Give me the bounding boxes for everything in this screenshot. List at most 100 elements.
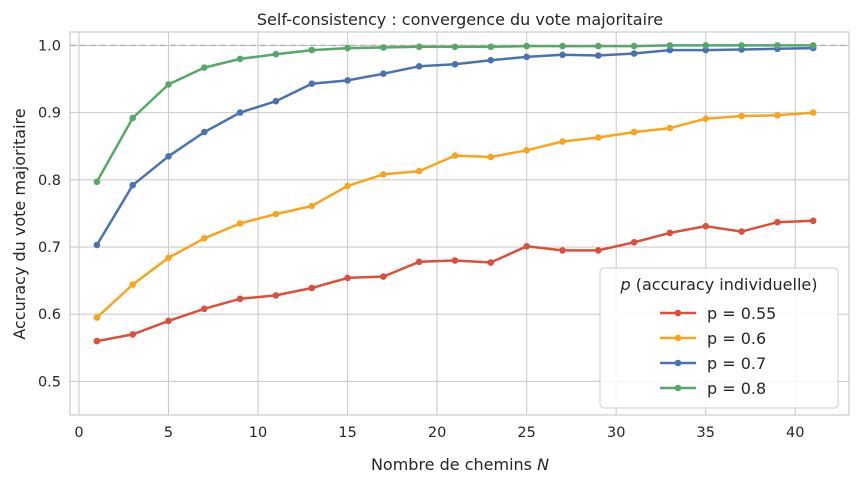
data-point <box>487 259 495 266</box>
x-axis-label: Nombre de chemins N <box>371 455 549 474</box>
data-point <box>308 202 316 210</box>
data-point <box>595 134 602 141</box>
data-point <box>451 152 459 159</box>
data-point <box>165 153 172 160</box>
data-point <box>380 44 387 51</box>
legend-marker <box>674 359 682 367</box>
data-point <box>93 241 101 249</box>
legend-marker <box>674 334 682 342</box>
x-tick-label: 0 <box>74 425 83 441</box>
data-point <box>201 128 208 136</box>
data-point <box>774 218 781 226</box>
legend-label: p = 0.6 <box>707 329 766 348</box>
data-point <box>559 247 566 254</box>
data-point <box>702 42 709 49</box>
data-point <box>487 43 495 51</box>
legend-title-variable: p <box>620 275 631 294</box>
data-point <box>738 42 745 49</box>
data-point <box>201 305 208 313</box>
data-point <box>129 181 136 189</box>
x-tick-labels: 0 5 10 15 20 25 30 35 40 <box>74 425 804 441</box>
data-point <box>702 115 709 122</box>
data-point <box>666 46 674 54</box>
y-tick-label: 1.0 <box>38 38 61 54</box>
data-point <box>559 42 566 50</box>
data-point <box>308 284 316 292</box>
x-tick-label: 25 <box>517 425 535 441</box>
legend-label: p = 0.7 <box>707 354 766 373</box>
legend-label: p = 0.55 <box>707 304 776 323</box>
data-point <box>523 147 530 154</box>
data-point <box>201 64 208 71</box>
data-point <box>523 53 530 61</box>
data-point <box>595 42 602 50</box>
data-point <box>666 229 674 237</box>
data-point <box>308 80 316 87</box>
y-tick-label: 0.7 <box>38 240 61 256</box>
y-tick-labels: 0.5 0.6 0.7 0.8 0.9 1.0 <box>38 38 61 390</box>
data-point <box>738 228 745 235</box>
y-tick-label: 0.8 <box>38 173 61 189</box>
data-point <box>165 317 172 325</box>
x-tick-label: 40 <box>786 425 804 441</box>
data-point <box>93 178 101 186</box>
data-point <box>630 239 638 246</box>
legend-title-text: (accuracy individuelle) <box>631 275 818 294</box>
data-point <box>451 257 459 264</box>
data-point <box>344 274 351 282</box>
data-point <box>236 220 244 227</box>
chart-title: Self-consistency : convergence du vote m… <box>257 10 663 29</box>
x-axis-label-variable: N <box>537 455 549 474</box>
x-tick-label: 10 <box>249 425 267 441</box>
y-tick-label: 0.6 <box>38 307 61 323</box>
x-tick-label: 35 <box>697 425 715 441</box>
data-point <box>129 281 136 288</box>
x-tick-label: 30 <box>607 425 625 441</box>
data-point <box>487 56 495 64</box>
legend-title: p (accuracy individuelle) <box>620 275 818 294</box>
data-point <box>630 128 638 136</box>
data-point <box>129 331 136 338</box>
data-point <box>415 43 423 51</box>
data-point <box>165 81 172 88</box>
plot-frame <box>69 31 850 416</box>
data-point <box>595 247 602 254</box>
y-axis-label: Accuracy du vote majoritaire <box>10 108 29 339</box>
data-point <box>344 77 351 84</box>
data-point <box>809 109 817 116</box>
data-point <box>559 138 566 145</box>
data-point <box>774 42 781 49</box>
data-point <box>236 55 244 63</box>
data-point <box>272 50 280 58</box>
data-point <box>559 51 566 59</box>
data-point <box>595 52 602 59</box>
legend: p (accuracy individuelle) p = 0.55 p = 0.… <box>599 267 839 409</box>
x-tick-label: 20 <box>428 425 446 441</box>
data-point <box>272 97 280 105</box>
data-point <box>702 46 709 54</box>
data-point <box>272 210 280 218</box>
data-point <box>415 63 423 70</box>
data-point <box>630 50 638 57</box>
y-tick-label: 0.9 <box>38 106 61 122</box>
data-point <box>738 112 745 120</box>
data-point <box>380 70 387 77</box>
data-point <box>165 254 172 262</box>
legend-marker <box>674 309 682 317</box>
data-point <box>451 61 459 68</box>
data-point <box>666 124 674 132</box>
data-point <box>308 46 316 54</box>
data-point <box>415 167 423 175</box>
data-point <box>344 44 351 52</box>
data-point <box>487 153 495 161</box>
y-tick-label: 0.5 <box>38 374 61 390</box>
data-point <box>93 337 101 345</box>
x-axis-label-text: Nombre de chemins <box>371 455 537 474</box>
data-point <box>809 217 817 225</box>
data-point <box>415 258 423 266</box>
data-point <box>630 42 638 50</box>
legend-label: p = 0.8 <box>707 379 766 398</box>
data-point <box>702 222 709 230</box>
